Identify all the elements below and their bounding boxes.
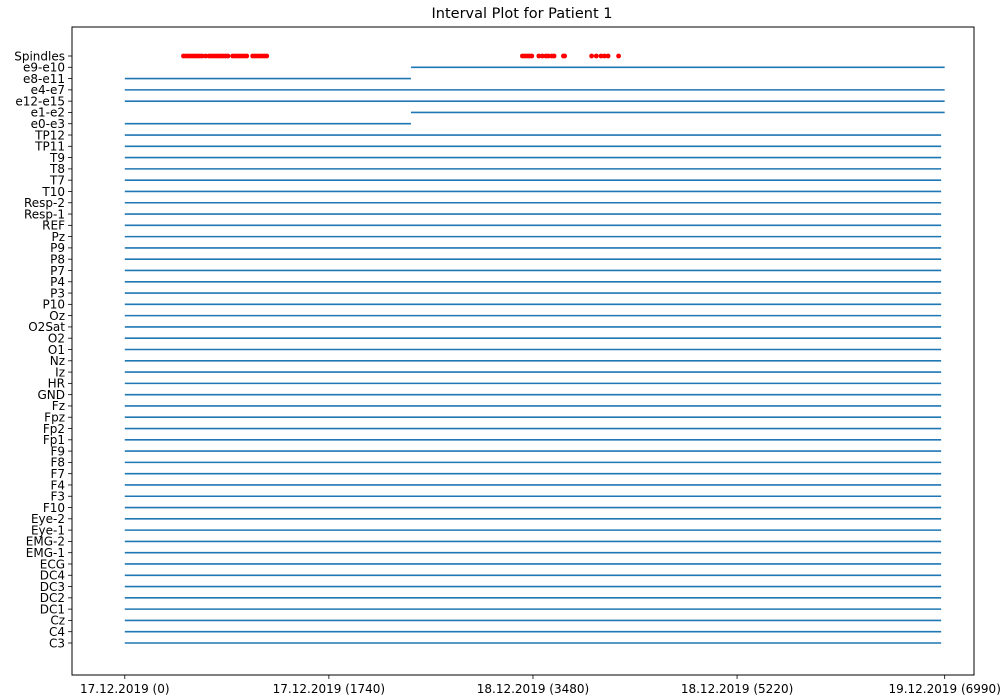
y-tick-label: EMG-1 [26,546,65,560]
spindle-marker [598,53,604,59]
y-tick-label: T8 [49,162,65,176]
x-tick-label: 18.12.2019 (3480) [477,682,589,696]
y-tick-label: e9-e10 [23,61,65,75]
y-tick-label: P8 [50,252,65,266]
y-tick-label: Pz [51,230,65,244]
y-tick-label: Eye-1 [31,523,65,537]
y-tick-label: Fpz [44,411,65,425]
y-tick-label: e12-e15 [15,94,65,108]
y-tick-label: F3 [50,490,65,504]
y-tick-label: HR [48,377,65,391]
y-tick-label: F8 [50,456,65,470]
spindle-marker [536,53,542,59]
y-tick-label: P7 [50,264,65,278]
y-tick-label: Nz [50,354,65,368]
y-tick-label: Iz [55,365,65,379]
y-tick-label: O2 [48,332,65,346]
y-tick-label: C3 [49,636,65,650]
x-tick-label: 19.12.2019 (6990) [888,682,1000,696]
y-tick-label: e1-e2 [31,106,65,120]
y-tick-label: F10 [43,501,65,515]
spindle-marker [562,53,568,59]
y-tick-label: Spindles [14,49,65,63]
chart-title: Interval Plot for Patient 1 [432,6,613,22]
plot-frame [71,26,975,676]
spindle-marker [225,53,231,59]
y-tick-label: F4 [50,478,65,492]
y-tick-label: EMG-2 [26,535,65,549]
y-tick-label: Fz [52,399,65,413]
spindle-marker [593,53,599,59]
y-tick-label: e4-e7 [31,83,65,97]
x-tick-label: 17.12.2019 (1740) [273,682,385,696]
spindle-marker [602,53,607,59]
y-tick-label: Resp-2 [24,196,65,210]
spindle-marker [199,53,205,59]
y-tick-label: ECG [40,557,65,571]
y-tick-label: TP11 [34,140,65,154]
y-tick-label: Cz [50,614,65,628]
y-tick-label: DC3 [40,580,65,594]
y-tick-label: C4 [49,625,65,639]
spindle-marker [529,53,535,59]
y-tick-label: DC4 [40,569,65,583]
y-tick-label: Oz [49,309,65,323]
y-tick-label: e0-e3 [31,117,65,131]
y-tick-label: T7 [49,173,65,187]
y-tick-label: P10 [42,298,65,312]
y-tick-label: Fp2 [43,422,65,436]
spindle-marker [551,53,557,59]
x-tick-label: 17.12.2019 (0) [80,682,170,696]
y-tick-label: e8-e11 [23,72,65,86]
y-tick-label: Eye-2 [31,512,65,526]
y-tick-label: F9 [50,444,65,458]
spindle-marker [539,53,545,59]
spindle-marker [589,53,595,59]
x-tick-label: 18.12.2019 (5220) [681,682,793,696]
y-tick-label: O2Sat [28,320,65,334]
y-tick-label: Resp-1 [24,207,65,221]
y-tick-label: T9 [49,151,65,165]
y-tick-label: REF [42,219,65,233]
spindle-marker [545,53,551,59]
y-tick-label: Fp1 [43,433,65,447]
y-tick-label: GND [37,388,65,402]
spindle-marker [203,53,209,59]
spindle-marker [605,53,611,59]
y-tick-label: P3 [50,286,65,300]
y-tick-label: F7 [50,467,65,481]
x-axis: 17.12.2019 (0) 17.12.2019 (1740) 18.12.201… [80,675,1000,696]
y-tick-label: DC2 [40,591,65,605]
spindle-marker [616,53,621,59]
y-tick-label: P4 [50,275,65,289]
y-tick-label: TP12 [34,128,65,142]
y-tick-label: O1 [48,343,65,357]
y-tick-label: DC1 [40,602,65,616]
y-tick-label: T10 [41,185,65,199]
y-axis: C3C4CzDC1DC2DC3DC4ECGEMG-1EMG-2Eye-1Eye-… [14,49,72,650]
spindle-marker [244,53,250,59]
spindle-marker [264,53,270,59]
plot-area [124,53,945,644]
y-tick-label: P9 [50,241,65,255]
